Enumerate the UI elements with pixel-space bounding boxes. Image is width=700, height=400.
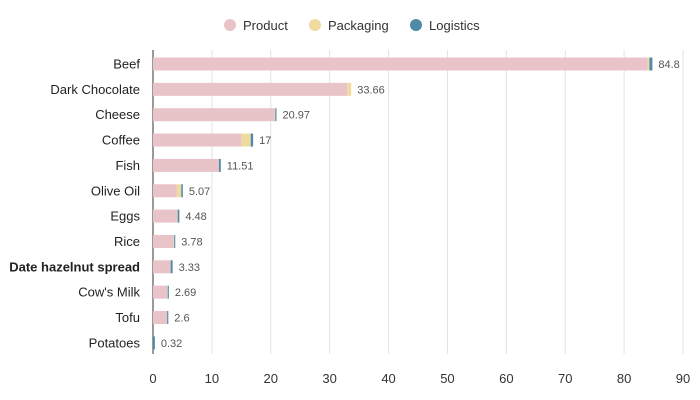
bar-segment-product xyxy=(153,285,168,299)
x-tick-label: 60 xyxy=(499,371,513,386)
bar-segment-packaging xyxy=(274,108,276,122)
category-label: Date hazelnut spread xyxy=(9,259,140,274)
bar-segment-logistics xyxy=(174,234,176,248)
legend-marker-logistics xyxy=(410,19,422,31)
bar-segment-logistics xyxy=(275,108,277,122)
data-label: 0.32 xyxy=(161,338,182,350)
bar-segment-packaging xyxy=(647,57,650,71)
data-label: 5.07 xyxy=(189,186,210,198)
category-label: Tofu xyxy=(115,310,140,325)
data-label: 33.66 xyxy=(357,84,385,96)
bars xyxy=(153,57,653,350)
bar-segment-product xyxy=(153,184,177,198)
bar-segment-product xyxy=(153,57,648,71)
bar-segment-logistics xyxy=(167,311,169,324)
bar-segment-logistics xyxy=(181,184,183,198)
bar-segment-packaging xyxy=(173,234,175,248)
data-label: 17 xyxy=(259,135,271,147)
category-label: Eggs xyxy=(110,209,140,224)
category-label: Potatoes xyxy=(89,335,141,350)
data-label: 20.97 xyxy=(282,110,310,122)
bar-segment-product xyxy=(153,234,174,248)
bar-segment-logistics xyxy=(250,133,254,147)
category-label: Olive Oil xyxy=(91,183,140,198)
category-label: Cheese xyxy=(95,107,140,122)
bar-segment-product xyxy=(153,209,178,223)
bar-segment-product xyxy=(153,260,171,274)
category-label: Beef xyxy=(113,57,140,72)
bar-segment-product xyxy=(153,311,168,324)
legend-marker-product xyxy=(224,19,236,31)
category-label: Dark Chocolate xyxy=(50,82,140,97)
x-tick-label: 70 xyxy=(558,371,572,386)
bar-segment-logistics xyxy=(218,158,221,172)
category-label: Cow's Milk xyxy=(78,285,140,300)
bar-segment-product xyxy=(153,82,348,96)
bar-segment-product xyxy=(153,158,219,172)
bar-segment-packaging xyxy=(347,82,352,96)
data-label: 3.33 xyxy=(179,262,200,274)
data-label: 84.8 xyxy=(658,59,679,71)
data-label: 2.6 xyxy=(174,313,189,325)
bar-segment-packaging xyxy=(176,184,182,198)
legend-label: Packaging xyxy=(328,18,389,33)
bar-segment-logistics xyxy=(177,209,180,223)
x-tick-label: 90 xyxy=(676,371,690,386)
legend-label: Logistics xyxy=(429,18,480,33)
legend: Product Packaging Logistics xyxy=(224,18,480,33)
x-tick-label: 40 xyxy=(381,371,395,386)
x-tick-label: 80 xyxy=(617,371,631,386)
data-label: 11.51 xyxy=(227,160,254,172)
data-label: 3.78 xyxy=(181,236,202,248)
x-tick-label: 30 xyxy=(322,371,336,386)
category-label: Rice xyxy=(114,234,140,249)
bar-segment-logistics xyxy=(170,260,173,274)
bar-segment-packaging xyxy=(167,285,168,299)
x-tick-label: 0 xyxy=(149,371,156,386)
bar-segment-product xyxy=(153,108,275,122)
x-tick-label: 20 xyxy=(264,371,278,386)
bar-segment-logistics xyxy=(167,285,169,299)
category-labels: Beef Dark Chocolate Cheese Coffee Fish Olive … xyxy=(9,57,140,351)
x-tick-label: 50 xyxy=(440,371,454,386)
bar-segment-logistics xyxy=(649,57,653,71)
data-labels: 84.8 33.66 20.97 17 11.51 5.07 4.48 3.78 3.33 2.6… xyxy=(161,59,680,350)
bar-segment-logistics xyxy=(153,336,155,350)
bar-segment-product xyxy=(153,133,242,147)
data-label: 2.69 xyxy=(175,287,196,299)
grid-lines xyxy=(211,50,684,354)
x-tick-label: 10 xyxy=(205,371,219,386)
legend-label: Product xyxy=(243,18,288,33)
x-axis-ticks: 0 10 20 30 40 50 60 70 80 90 xyxy=(149,371,690,386)
legend-marker-packaging xyxy=(309,19,321,31)
category-label: Coffee xyxy=(102,133,140,148)
bar-segment-packaging xyxy=(241,133,251,147)
category-label: Fish xyxy=(115,158,140,173)
data-label: 4.48 xyxy=(185,211,206,223)
